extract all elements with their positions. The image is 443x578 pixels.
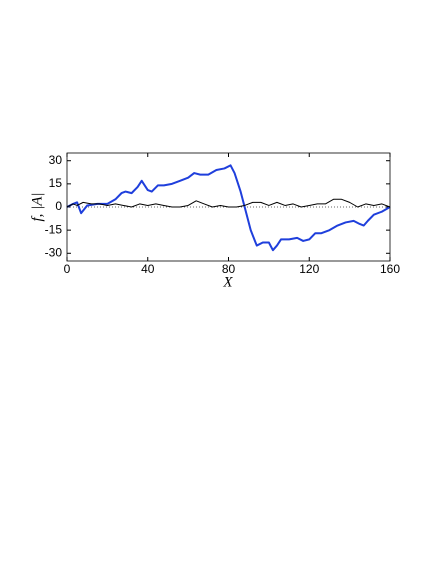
x-tick-label: 40 (141, 262, 155, 276)
y-tick-label: 15 (49, 176, 63, 190)
y-tick-label: -30 (45, 245, 63, 259)
plot-frame (66, 152, 391, 262)
y-tick-label: 30 (49, 153, 63, 167)
x-tick-label: 160 (380, 262, 400, 276)
series-line (66, 198, 391, 208)
x-tick-label: 120 (299, 262, 319, 276)
series-line (66, 164, 391, 252)
x-tick-label: 0 (64, 262, 71, 276)
y-axis-label: f, |A| (29, 192, 45, 221)
y-tick-label: 0 (55, 199, 62, 213)
x-tick-label: 80 (222, 262, 236, 276)
x-axis-label: X (222, 274, 233, 290)
y-tick-label: -15 (45, 222, 63, 236)
